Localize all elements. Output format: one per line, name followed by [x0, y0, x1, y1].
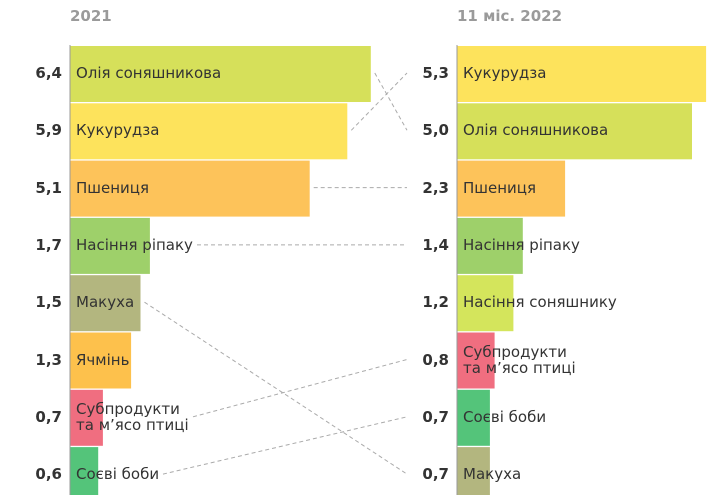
- value-label: 0,7: [35, 407, 62, 426]
- bar-label: Макуха: [463, 465, 522, 484]
- value-label: 1,5: [35, 293, 62, 312]
- value-label: 5,1: [35, 178, 62, 197]
- value-label: 0,7: [422, 465, 449, 484]
- bar-label: Соєві боби: [463, 407, 547, 426]
- value-label: 1,4: [422, 235, 449, 254]
- value-label: 0,6: [35, 465, 62, 484]
- value-label: 5,9: [35, 121, 62, 140]
- bar-label: Насіння ріпаку: [463, 235, 580, 254]
- bar-label: Соєві боби: [76, 465, 160, 484]
- value-label: 5,3: [422, 64, 449, 82]
- connector: [350, 72, 408, 131]
- value-label: 0,8: [422, 350, 449, 369]
- value-label: 1,7: [35, 235, 62, 254]
- bar-label: Пшениця: [463, 178, 537, 197]
- bar-label: Кукурудза: [76, 121, 160, 140]
- bar: [457, 332, 495, 389]
- bar: [457, 160, 566, 217]
- bar: [70, 275, 141, 332]
- connector: [162, 416, 408, 475]
- bar-label: Олія соняшникова: [76, 64, 222, 82]
- bar: [457, 275, 514, 332]
- value-label: 2,3: [422, 178, 449, 197]
- bar-label: Субпродукти та м’ясо птиці: [76, 399, 189, 434]
- connector: [192, 359, 408, 418]
- bar: [70, 447, 99, 495]
- connector: [144, 301, 408, 475]
- bar: [457, 447, 490, 495]
- connector: [374, 72, 408, 131]
- bar-label: Насіння соняшнику: [463, 293, 617, 312]
- bar: [70, 217, 150, 274]
- bar: [70, 389, 103, 446]
- bar-label: Пшениця: [76, 178, 150, 197]
- bar: [457, 217, 523, 274]
- bar: [457, 389, 490, 446]
- value-label: 5,0: [422, 121, 449, 140]
- bar-label: Макуха: [76, 293, 135, 312]
- bar-label: Насіння ріпаку: [76, 235, 193, 254]
- bar: [457, 46, 707, 102]
- bar: [70, 160, 310, 217]
- value-label: 1,2: [422, 293, 449, 312]
- bar: [70, 46, 371, 102]
- panel-title: 2021: [70, 7, 112, 25]
- panel-title: 11 міс. 2022: [457, 7, 563, 25]
- bar-label: Кукурудза: [463, 64, 547, 82]
- bar-label: Олія соняшникова: [463, 121, 609, 140]
- bar: [70, 332, 132, 389]
- value-label: 6,4: [35, 64, 62, 82]
- value-label: 1,3: [35, 350, 62, 369]
- bar: [70, 103, 348, 160]
- bar-label: Ячмінь: [76, 350, 130, 369]
- value-label: 0,7: [422, 407, 449, 426]
- bar: [457, 103, 692, 160]
- bar-label: Субпродукти та м’ясо птиці: [463, 342, 576, 377]
